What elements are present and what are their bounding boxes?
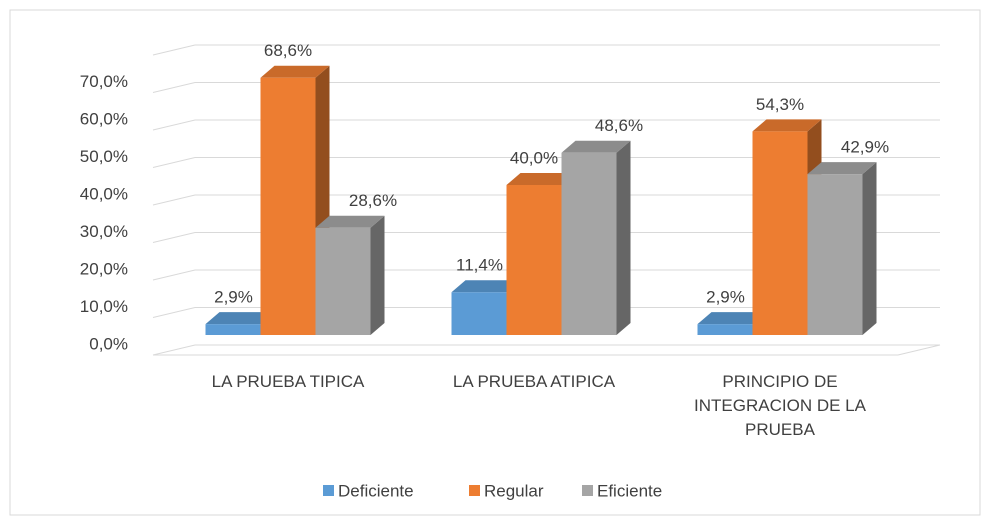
legend-swatch — [582, 485, 593, 496]
y-tick-label: 0,0% — [89, 334, 128, 353]
legend-label: Eficiente — [597, 481, 662, 500]
bar — [315, 227, 371, 335]
grid-line — [152, 119, 940, 131]
bar-top — [451, 280, 521, 293]
chart-border — [9, 9, 981, 516]
value-label: 11,4% — [456, 256, 503, 275]
y-tick-label: 40,0% — [80, 184, 128, 203]
bar-top — [561, 140, 631, 153]
bar — [561, 152, 617, 335]
bar-top — [315, 215, 385, 228]
y-tick-label: 20,0% — [80, 259, 128, 278]
value-label: 28,6% — [349, 191, 397, 210]
value-label: 2,9% — [706, 288, 745, 307]
grid-line — [152, 82, 940, 93]
bar — [260, 77, 316, 335]
grid-line — [152, 307, 940, 318]
bar — [205, 324, 261, 335]
grid-line — [152, 344, 940, 356]
grid-line — [152, 157, 940, 168]
x-tick-label: LA PRUEBA TIPICA — [211, 372, 365, 391]
y-tick-label: 30,0% — [80, 222, 128, 241]
y-tick-label: 60,0% — [80, 109, 128, 128]
bar-top — [752, 119, 822, 132]
bar-side — [616, 140, 631, 335]
x-tick-label: LA PRUEBA ATIPICA — [452, 372, 616, 391]
wall-edge — [152, 44, 196, 56]
value-label: 2,9% — [214, 288, 253, 307]
bar-side — [370, 215, 385, 335]
grid-line — [152, 269, 940, 281]
bar-top — [697, 312, 767, 325]
value-label: 48,6% — [595, 116, 643, 135]
value-label: 68,6% — [264, 41, 312, 60]
y-tick-label: 70,0% — [80, 72, 128, 91]
value-label: 40,0% — [510, 148, 558, 167]
grid-line — [152, 232, 940, 243]
grid-line — [152, 194, 940, 206]
bar — [506, 185, 562, 335]
bar — [697, 324, 753, 335]
value-label: 42,9% — [841, 138, 889, 157]
y-tick-label: 10,0% — [80, 297, 128, 316]
y-tick-label: 50,0% — [80, 147, 128, 166]
bar-side — [862, 162, 877, 335]
value-label: 54,3% — [756, 95, 804, 114]
legend-swatch — [323, 485, 334, 496]
legend-swatch — [469, 485, 480, 496]
bar — [807, 174, 863, 335]
bar-top — [205, 312, 275, 325]
bar — [752, 131, 808, 335]
bar — [451, 292, 507, 335]
floor-edge — [897, 344, 941, 356]
bar-top — [807, 162, 877, 175]
bar-top — [260, 65, 330, 78]
legend-label: Deficiente — [338, 481, 414, 500]
x-tick-label: PRINCIPIO DE INTEGRACION DE LA PRUEBA — [694, 372, 866, 439]
bar-top — [506, 173, 576, 185]
legend-label: Regular — [484, 481, 544, 500]
